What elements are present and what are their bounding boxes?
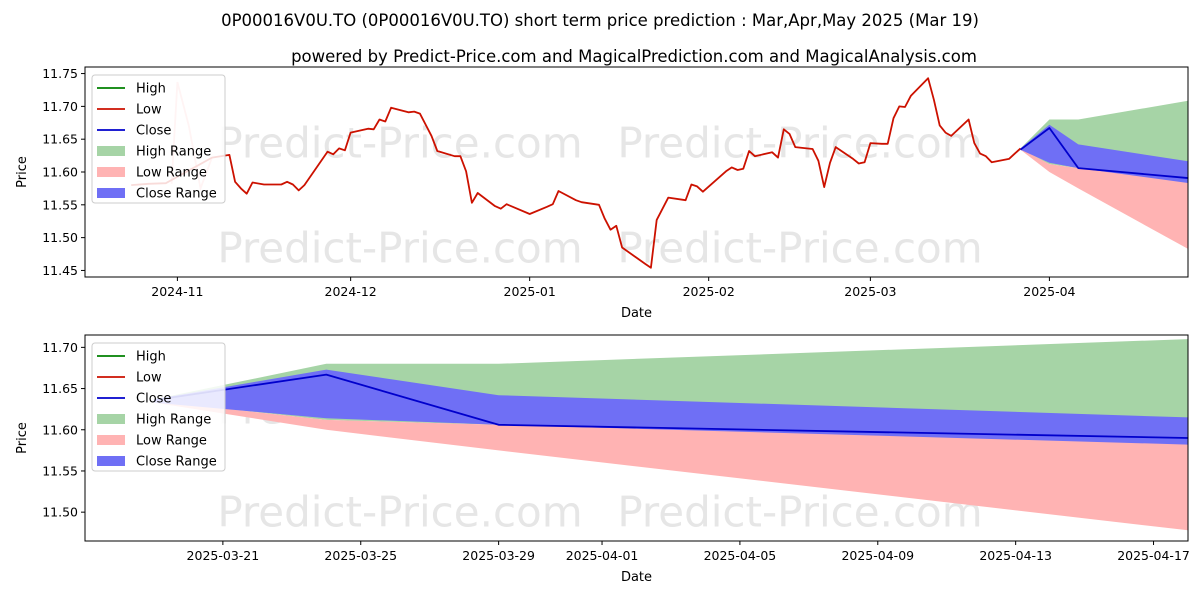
- x-tick-label: 2025-04: [1023, 284, 1075, 299]
- x-tick-label: 2025-01: [504, 284, 556, 299]
- y-tick-label: 11.65: [42, 381, 78, 396]
- legend-label: Low Range: [136, 166, 207, 181]
- x-tick-label: 2025-04-05: [704, 548, 777, 563]
- y-axis-label: Price: [15, 422, 30, 454]
- legend-swatch-patch: [97, 188, 125, 198]
- y-tick-label: 11.60: [42, 165, 78, 180]
- legend-box: [91, 74, 226, 204]
- low-price-line: [131, 77, 1022, 269]
- y-tick-label: 11.70: [42, 99, 78, 114]
- y-tick-label: 11.60: [42, 422, 78, 437]
- y-tick-label: 11.55: [42, 463, 78, 478]
- legend-label: Close: [136, 124, 171, 139]
- x-tick-label: 2025-04-17: [1117, 548, 1190, 563]
- y-tick-label: 11.50: [42, 505, 78, 520]
- watermark-text: Predict-Price.com: [217, 488, 582, 537]
- chart-subtitle: powered by Predict-Price.com and Magical…: [291, 47, 977, 66]
- watermark-text: Predict-Price.com: [617, 223, 982, 272]
- legend: High Low Close High Range Low Range Close Ran…: [91, 342, 226, 472]
- legend-swatch-patch: [97, 167, 125, 177]
- x-tick-label: 2025-04-01: [566, 548, 639, 563]
- plot-frame: [84, 334, 1189, 542]
- y-tick-label: 11.50: [42, 230, 78, 245]
- watermark-text: Predict-Price.com: [217, 118, 582, 167]
- x-tick-label: 2025-03-29: [462, 548, 535, 563]
- x-tick-label: 2025-03-25: [324, 548, 397, 563]
- legend-label: High: [136, 350, 166, 365]
- x-tick-label: 2025-03-21: [187, 548, 260, 563]
- legend-label: Close: [136, 392, 171, 407]
- watermark-text: Predict-Price.com: [617, 118, 982, 167]
- legend: High Low Close High Range Low Range Close Ran…: [91, 74, 226, 204]
- forecast-zoom-chart-panel: Predict-Price.comPredict-Price.comPredic…: [15, 334, 1190, 585]
- x-axis-label: Date: [621, 306, 652, 321]
- legend-box: [91, 342, 226, 472]
- chart-title: 0P00016V0U.TO (0P00016V0U.TO) short term…: [221, 11, 979, 30]
- legend-label: High Range: [136, 413, 211, 428]
- close-range-band: [153, 369, 1188, 445]
- x-tick-label: 2025-02: [683, 284, 735, 299]
- y-axis-label: Price: [15, 156, 30, 188]
- x-axis-label: Date: [621, 570, 652, 585]
- plot-area: [131, 77, 1188, 269]
- close-forecast-line: [153, 373, 1188, 439]
- overview-chart-panel: Predict-Price.com Predict-Price.com Predic…: [15, 66, 1189, 321]
- legend-label: Close Range: [136, 187, 217, 202]
- legend-label: Close Range: [136, 455, 217, 470]
- legend-label: High: [136, 82, 166, 97]
- x-tick-label: 2025-04-13: [979, 548, 1052, 563]
- x-tick-label: 2025-04-09: [841, 548, 914, 563]
- y-tick-label: 11.45: [42, 263, 78, 278]
- watermark-text: Predict-Price.com: [217, 223, 582, 272]
- x-tick-label: 2024-11: [151, 284, 203, 299]
- watermark-group: Predict-Price.com Predict-Price.com Predic…: [217, 118, 982, 272]
- legend-swatch-patch: [97, 414, 125, 424]
- legend-label: High Range: [136, 145, 211, 160]
- x-tick-label: 2025-03: [844, 284, 896, 299]
- legend-label: Low Range: [136, 434, 207, 449]
- legend-label: Low: [136, 371, 162, 386]
- y-tick-label: 11.55: [42, 197, 78, 212]
- legend-label: Low: [136, 103, 162, 118]
- legend-swatch-patch: [97, 146, 125, 156]
- close-forecast-line: [1019, 127, 1188, 179]
- y-tick-label: 11.75: [42, 66, 78, 81]
- legend-swatch-patch: [97, 435, 125, 445]
- y-tick-label: 11.70: [42, 340, 78, 355]
- y-tick-label: 11.65: [42, 132, 78, 147]
- low-range-band: [1020, 148, 1188, 249]
- legend-swatch-patch: [97, 456, 125, 466]
- close-range-band: [1020, 124, 1188, 184]
- plot-area: [153, 339, 1188, 531]
- x-tick-label: 2024-12: [325, 284, 377, 299]
